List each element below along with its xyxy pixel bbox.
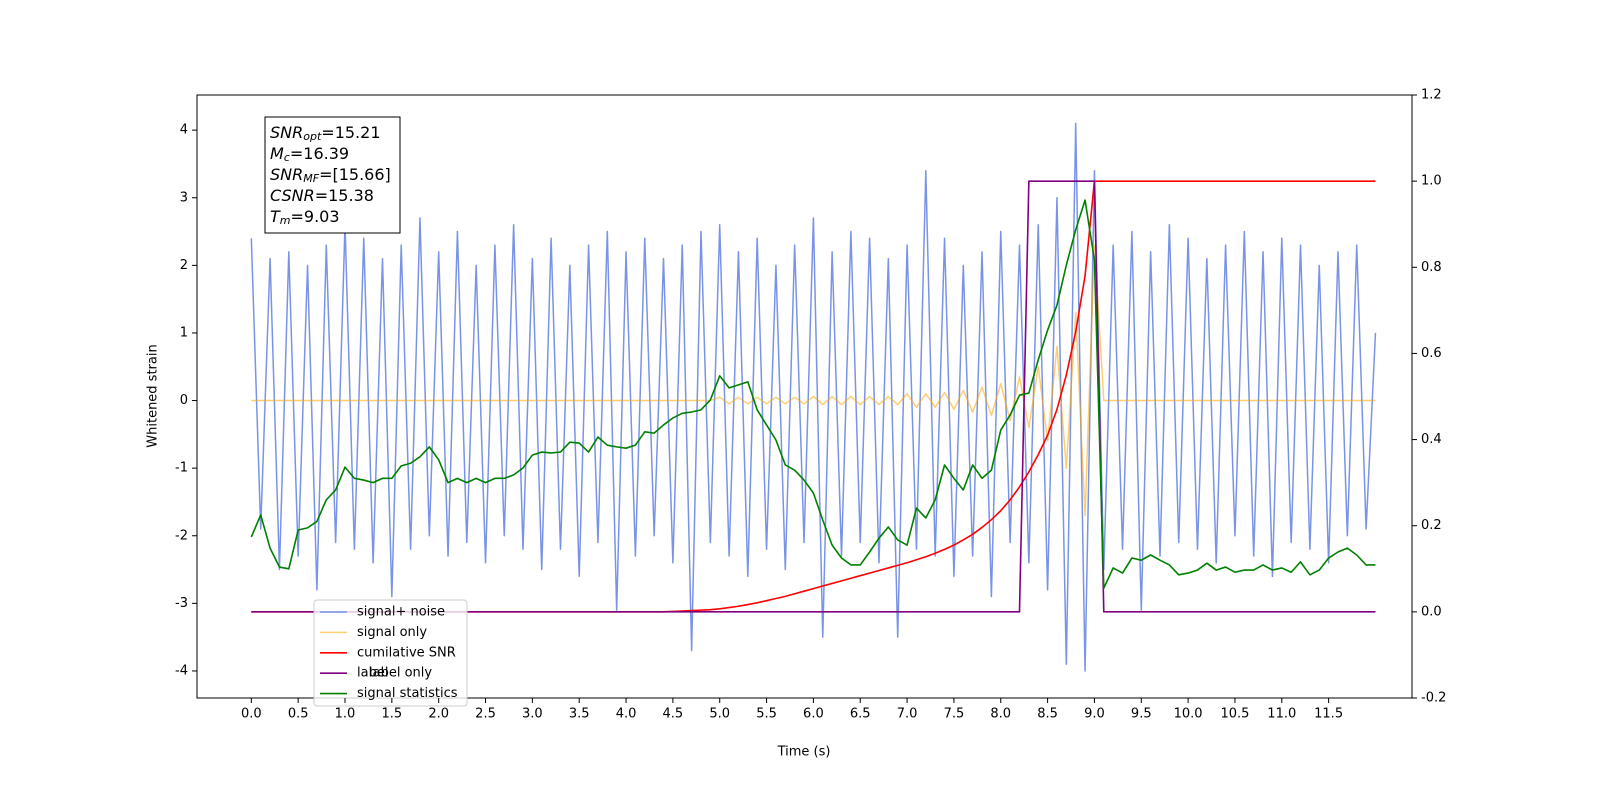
- legend-label: signal statistics: [357, 686, 458, 701]
- annotation-value: =15.21: [321, 123, 380, 142]
- series-line: [251, 244, 1376, 517]
- legend-label: label: [357, 666, 388, 681]
- x-tick-label: 8.0: [990, 707, 1011, 722]
- x-tick-label: 11.5: [1314, 707, 1343, 722]
- legend-frame: [313, 599, 468, 707]
- plot-frame: [196, 94, 1413, 699]
- x-tick-label: 3.0: [522, 707, 543, 722]
- y-axis-label: Whitened strain: [146, 344, 161, 447]
- x-tick-label: 1.0: [335, 707, 356, 722]
- annotation-subscript: opt: [303, 130, 322, 143]
- y-tick-label: 1: [180, 325, 188, 340]
- annotation-symbol: M: [270, 144, 284, 163]
- y-tick-label: -3: [175, 596, 188, 611]
- x-tick-label: 6.5: [850, 707, 871, 722]
- y2-tick-label: 1.2: [1421, 88, 1442, 103]
- legend-ghost-label: label only: [369, 666, 432, 681]
- annotation-value: =15.38: [315, 186, 374, 205]
- x-tick-label: 5.0: [709, 707, 730, 722]
- x-tick-label: 10.5: [1220, 707, 1249, 722]
- x-tick-label: 7.5: [944, 707, 965, 722]
- annotation-symbol: T: [270, 207, 281, 226]
- series-line: [250, 199, 1376, 589]
- legend-label: signal only: [357, 625, 427, 640]
- y2-tick-label: 0.6: [1421, 346, 1442, 361]
- annotation-value: =[15.66]: [319, 165, 391, 184]
- x-tick-label: 7.0: [897, 707, 918, 722]
- y-tick-label: -2: [175, 528, 188, 543]
- x-tick-label: 4.0: [616, 707, 637, 722]
- x-tick-label: 5.5: [756, 707, 777, 722]
- annotation-value: =16.39: [290, 144, 349, 163]
- annotation-subscript: c: [284, 151, 290, 164]
- annotation-box: SNRopt=15.21Mc=16.39SNRMF=[15.66]CSNR=15…: [264, 116, 401, 234]
- x-tick-label: 0.0: [241, 707, 262, 722]
- x-tick-label: 10.0: [1174, 707, 1203, 722]
- x-tick-label: 2.0: [428, 707, 449, 722]
- annotation-symbol: SNR: [270, 123, 303, 142]
- legend: label only signal+ noise signal only cumila…: [313, 599, 468, 707]
- annotation-value: =9.03: [291, 207, 340, 226]
- y2-tick-label: 0.4: [1421, 432, 1442, 447]
- y2-tick-label: 0.0: [1421, 604, 1442, 619]
- annotation-line: CSNR=15.38: [270, 186, 374, 205]
- x-tick-label: 3.5: [569, 707, 590, 722]
- annotation-line: SNRopt=15.21: [270, 123, 381, 144]
- annotation-subscript: m: [280, 214, 291, 227]
- y-tick-label: -1: [175, 461, 188, 476]
- x-tick-label: 9.0: [1084, 707, 1105, 722]
- y2-tick-label: -0.2: [1421, 691, 1446, 706]
- annotation-line: Mc=16.39: [270, 144, 349, 165]
- y-tick-label: 3: [180, 190, 188, 205]
- y-tick-label: 4: [180, 123, 188, 138]
- x-tick-label: 0.5: [288, 707, 309, 722]
- x-tick-label: 11.0: [1267, 707, 1296, 722]
- y-tick-label: 0: [180, 393, 188, 408]
- legend-label: cumilative SNR: [357, 645, 456, 660]
- legend-label: signal+ noise: [357, 605, 445, 620]
- series-line: [250, 122, 1377, 672]
- x-tick-label: 8.5: [1037, 707, 1058, 722]
- x-tick-label: 9.5: [1131, 707, 1152, 722]
- annotation-symbol: CSNR: [270, 186, 315, 205]
- x-tick-label: 1.5: [382, 707, 403, 722]
- x-tick-label: 4.5: [663, 707, 684, 722]
- y2-tick-label: 1.0: [1421, 174, 1442, 189]
- annotation-line: SNRMF=[15.66]: [270, 165, 391, 186]
- annotation-symbol: SNR: [270, 165, 303, 184]
- x-axis-label: Time (s): [777, 745, 831, 760]
- y2-tick-label: 0.8: [1421, 260, 1442, 275]
- annotation-subscript: MF: [303, 172, 319, 185]
- y2-tick-label: 0.2: [1421, 518, 1442, 533]
- y-tick-label: -4: [175, 663, 188, 678]
- annotation-line: Tm=9.03: [270, 207, 340, 228]
- annotation-frame: [264, 116, 401, 234]
- y-tick-label: 2: [180, 258, 188, 273]
- x-tick-label: 2.5: [475, 707, 496, 722]
- x-tick-label: 6.0: [803, 707, 824, 722]
